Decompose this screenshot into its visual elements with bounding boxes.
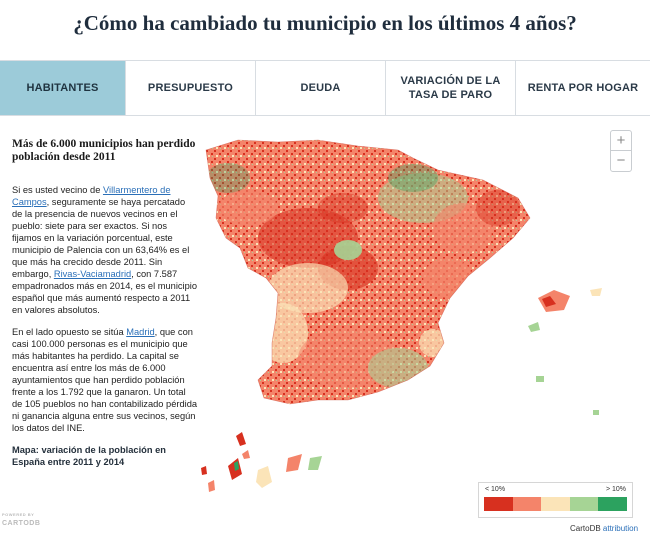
- attribution: CartoDB attribution: [570, 524, 638, 533]
- zoom-in-button[interactable]: +: [611, 131, 631, 151]
- cartodb-logo-line2: CARTODB: [2, 520, 41, 527]
- tab-presupuesto[interactable]: PRESUPUESTO: [126, 61, 256, 115]
- page-title: ¿Cómo ha cambiado tu municipio en los úl…: [73, 11, 577, 35]
- p1-text-b: , seguramente se haya percatado de la pr…: [12, 197, 190, 279]
- info-panel: Más de 6.000 municipios han perdido pobl…: [12, 138, 198, 478]
- legend-low-label: < 10%: [485, 486, 506, 493]
- panel-paragraph-2: En el lado opuesto se sitúa Madrid, que …: [12, 326, 198, 434]
- zoom-control: + −: [610, 130, 632, 172]
- attribution-link[interactable]: attribution: [602, 524, 639, 533]
- tab-habitantes[interactable]: HABITANTES: [0, 61, 126, 115]
- legend-swatch-5: [598, 497, 627, 511]
- attribution-prefix: CartoDB: [570, 524, 603, 533]
- legend-color-bar: [484, 497, 627, 511]
- p2-text-a: En el lado opuesto se sitúa: [12, 327, 127, 337]
- p1-text-a: Si es usted vecino de: [12, 185, 103, 195]
- balearic-islands: [528, 288, 602, 332]
- legend-swatch-4: [569, 497, 599, 511]
- tab-deuda[interactable]: DEUDA: [256, 61, 386, 115]
- canary-islands: [201, 432, 322, 492]
- legend-swatch-2: [512, 497, 542, 511]
- cartodb-logo[interactable]: POWERED BY CARTODB: [2, 510, 40, 528]
- map-legend: < 10% > 10%: [478, 482, 633, 518]
- tab-renta-hogar[interactable]: RENTA POR HOGAR: [527, 82, 639, 94]
- link-madrid[interactable]: Madrid: [126, 327, 155, 337]
- link-villarmentero[interactable]: Villarmentero de Campos: [12, 185, 171, 207]
- panel-paragraph-1: Si es usted vecino de Villarmentero de C…: [12, 184, 198, 316]
- tab-variacion-paro-label: VARIACIÓN DE LA TASA DE PARO: [400, 75, 501, 101]
- map-caption: Mapa: variación de la población en Españ…: [12, 445, 166, 467]
- ceuta-melilla: [536, 376, 599, 415]
- tab-variacion-paro[interactable]: VARIACIÓN DE LA TASA DE PARO: [386, 61, 516, 115]
- map-canvas[interactable]: [198, 118, 650, 543]
- link-rivas-vaciamadrid[interactable]: Rivas-Vaciamadrid: [53, 269, 132, 279]
- cartodb-logo-line1: POWERED BY: [2, 512, 35, 517]
- legend-swatch-3: [541, 497, 570, 511]
- zoom-out-button[interactable]: −: [616, 152, 626, 169]
- panel-heading: Más de 6.000 municipios han perdido pobl…: [12, 138, 196, 163]
- tab-bar: HABITANTES PRESUPUESTO DEUDA VARIACIÓN D…: [0, 60, 650, 116]
- spain-map: [201, 139, 602, 492]
- legend-high-label: > 10%: [605, 486, 626, 493]
- p1-text-c: , con 7.587 empadronados más en 2014, es…: [12, 269, 198, 315]
- p2-text-b: , que con casi 100.000 personas es el mu…: [12, 327, 198, 433]
- legend-swatch-1: [484, 497, 513, 511]
